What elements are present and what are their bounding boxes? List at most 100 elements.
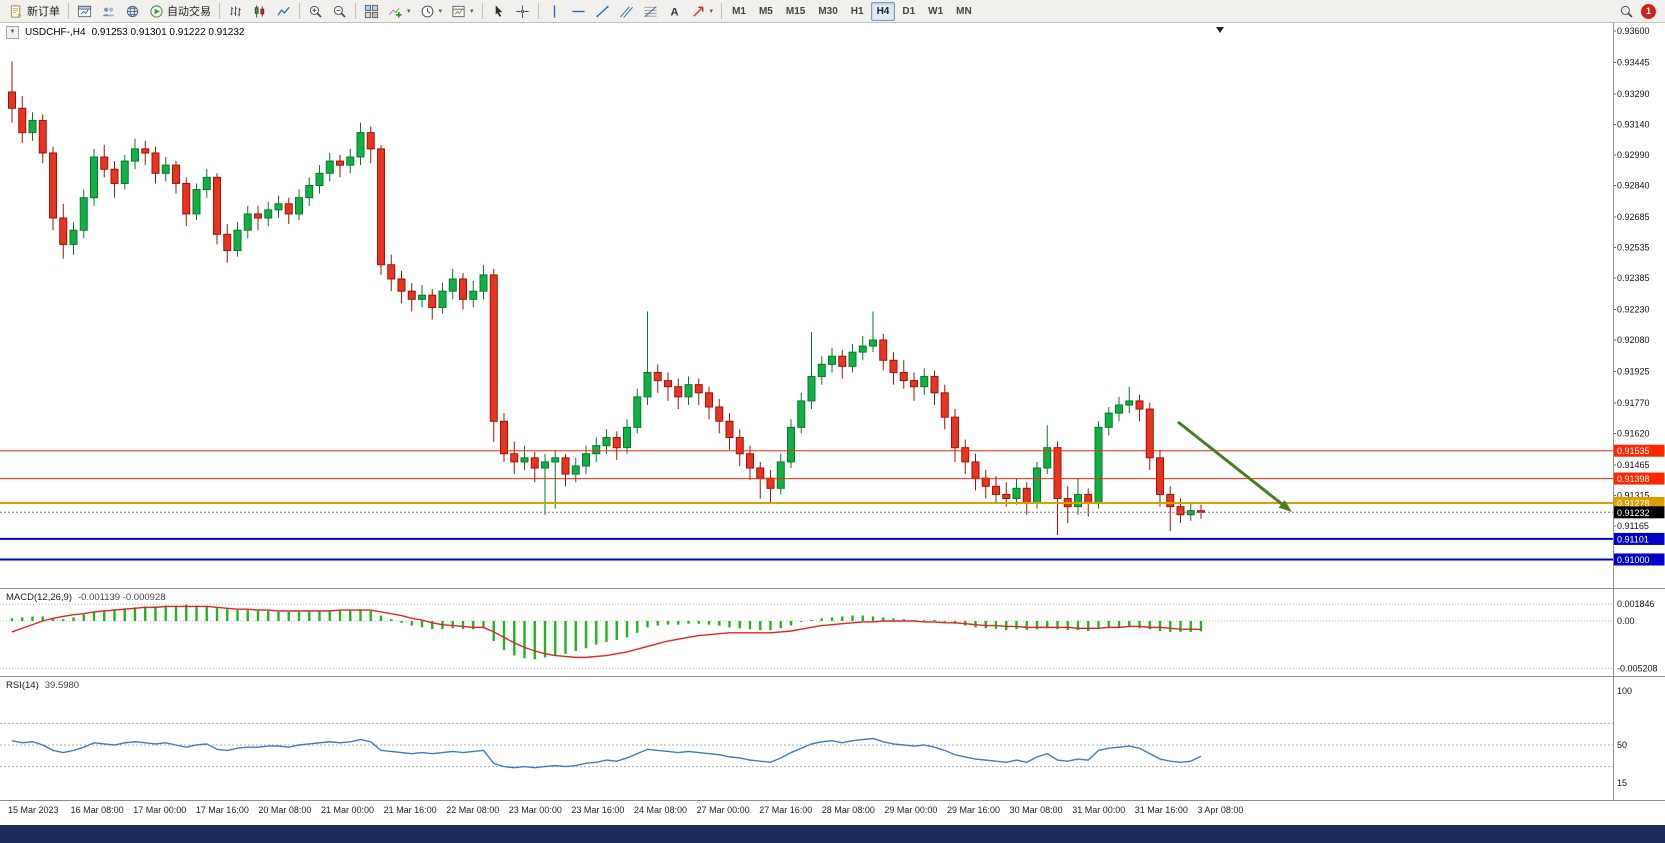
candle-body [377,148,385,266]
candle-body [571,465,580,475]
arrows-button[interactable]: ▾ [687,1,718,22]
macd-axis-label: 0.001846 [1617,599,1655,609]
timeframe-m5-button[interactable]: M5 [758,5,773,17]
scroll-marker-icon[interactable] [1216,27,1224,33]
candle-chart-icon [254,4,265,18]
timeframe-h4-button[interactable]: H4 [870,1,896,21]
notification-badge[interactable]: 1 [1641,3,1656,19]
candle-body [1115,404,1123,414]
chart-area: 0.93600 0.93445 0.93290 0.93140 0.92990 0.928… [0,23,1665,820]
timeframe-h1-button[interactable]: H1 [850,5,864,17]
autotrade-button-label: 自动交易 [167,6,211,18]
rsi-panel-canvas[interactable]: 100 50 15 [0,676,1665,800]
channel-icon [619,6,633,18]
time-axis-label: 30 Mar 08:00 [1009,805,1063,815]
candle-body [1176,506,1185,516]
toolbar-buttons: 新订单 自动交易 ▾ ▾ ▾ A ▾ M1 M5 M15 M30 H1 H4 D1 W1 MN [5,1,978,22]
candle-body [69,229,78,245]
price-axis-label: 0.93600 [1617,26,1650,36]
candle-body [828,355,836,365]
price-axis-border [1613,23,1614,820]
dropdown-caret-icon: ▾ [470,8,474,15]
time-axis-label: 27 Mar 16:00 [759,805,813,815]
text-label-button[interactable]: A [663,1,686,22]
candle-body [79,197,88,231]
template-icon [452,5,465,17]
macd-panel-canvas[interactable]: 0.001846 0.00 -0.005208 [0,588,1665,676]
zoom-in-button[interactable] [304,1,327,22]
zoom-out-button[interactable] [328,1,351,22]
templates-button[interactable]: ▾ [447,1,478,22]
candle-body [817,363,826,378]
main-chart-canvas[interactable]: 0.93600 0.93445 0.93290 0.93140 0.92990 0.928… [0,23,1665,588]
candle-body [192,189,201,215]
fibonacci-button[interactable] [639,1,662,22]
indicators-button[interactable]: ▾ [384,1,415,22]
cursor-button[interactable] [487,1,510,22]
candle-body [366,132,375,150]
dropdown-caret-icon: ▾ [709,8,714,15]
time-axis-label: 29 Mar 16:00 [947,805,1001,815]
candle-chart-button[interactable] [248,1,271,22]
vertical-line-button[interactable] [543,1,566,22]
candle-body [612,437,621,449]
rsi-value: 39.5980 [44,680,80,691]
price-axis-label: 0.91165 [1617,521,1649,531]
candle-body [797,400,806,428]
timeframe-m1-button[interactable]: M1 [732,5,746,17]
candle-body [766,477,775,489]
candle-body [448,278,457,292]
new-order-button[interactable]: 新订单 [5,1,64,22]
toolbar-separator [68,3,69,19]
refresh-button[interactable] [121,1,144,22]
candle-body [459,278,467,300]
line-chart-button[interactable] [272,1,295,22]
trend-arrow[interactable] [1177,420,1287,509]
timeframe-mn-button[interactable]: MN [956,5,972,17]
periods-button[interactable]: ▾ [416,1,447,22]
candle-body [346,156,355,166]
candle-body [971,461,980,479]
price-tag [1613,532,1665,545]
tile-windows-button[interactable] [360,1,383,22]
one-click-trading-caret-icon[interactable]: ▼ [6,26,19,39]
macd-values: -0.001139 -0.000928 [78,592,166,603]
chart-ohlc-readout: 0.91253 0.91301 0.91222 0.91232 [91,27,245,38]
timeframe-d1-button[interactable]: D1 [902,5,916,17]
price-axis-label: 0.92230 [1617,304,1650,314]
chart-window-button[interactable] [73,1,96,22]
arrow-objects-icon [692,6,703,17]
price-axis-label: 0.91770 [1617,398,1650,408]
crosshair-button[interactable] [511,1,534,22]
time-axis-label: 22 Mar 08:00 [446,805,500,815]
time-axis-label: 16 Mar 08:00 [70,805,124,815]
candle-body [530,457,539,469]
autotrade-button[interactable]: 自动交易 [145,1,215,22]
time-axis-label: 17 Mar 16:00 [195,805,249,815]
channel-button[interactable] [615,1,638,22]
taskbar[interactable] [0,825,1665,843]
timeframe-w1-button[interactable]: W1 [928,5,944,17]
time-axis-label: 20 Mar 08:00 [258,805,312,815]
macd-signal-line [11,605,1202,659]
search-button[interactable] [1615,1,1638,22]
candle-body [1033,467,1041,504]
candle-body [428,294,437,308]
price-tag [1613,553,1665,566]
toolbar-separator [355,3,356,19]
chart-title: ▼ USDCHF-,H4 0.91253 0.91301 0.91222 0.9… [6,26,245,39]
candle-body [899,371,908,382]
new-order-icon [10,4,22,18]
candle-body [848,351,857,367]
rsi-axis-label: 100 [1617,686,1632,696]
trendline-button[interactable] [591,1,614,22]
bar-chart-button[interactable] [224,1,247,22]
profiles-button[interactable] [97,1,120,22]
timeframe-m15-button[interactable]: M15 [785,5,806,17]
timeframe-m30-button[interactable]: M30 [818,5,838,17]
candle-body [787,426,795,463]
candle-body [889,359,898,373]
candle-body [705,392,713,408]
time-axis[interactable]: 15 Mar 2023 16 Mar 08:00 17 Mar 00:00 17 Ma… [0,800,1665,820]
horizontal-line-button[interactable] [567,1,590,22]
